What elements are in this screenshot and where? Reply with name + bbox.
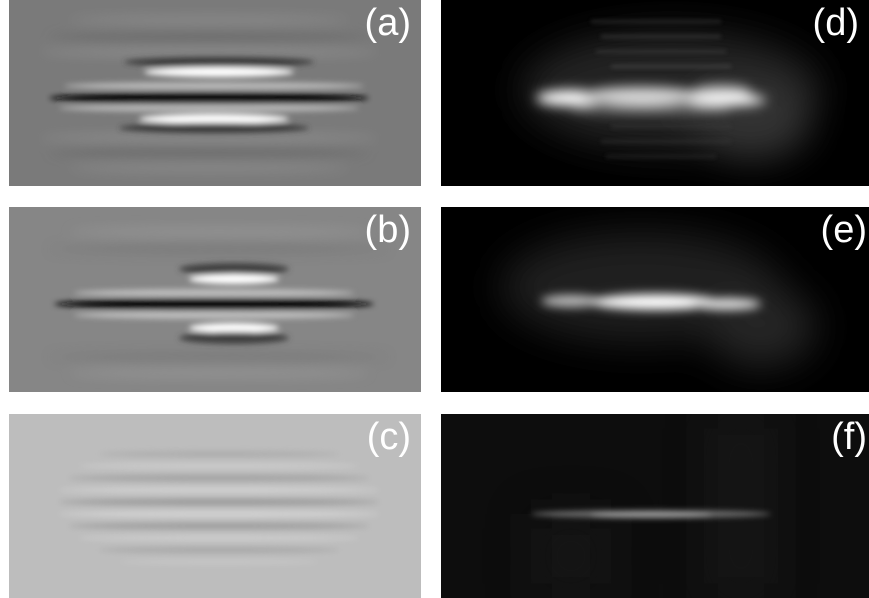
panel-a-image: (a) [9,0,421,186]
panel-c-image: (c) [9,414,421,598]
panel-e-intensity [501,232,816,367]
panel-f-intensity [531,414,771,598]
panel-b-label: (b) [364,209,411,251]
panel-b-image: (b) [9,207,421,392]
panel-d-label: (d) [812,2,859,44]
panel-e-label: (e) [820,209,867,251]
panel-b-fringes [49,228,389,377]
panel-d-image: (d) [441,0,869,186]
panel-f-label: (f) [831,416,867,458]
panel-e-image: (e) [441,207,869,392]
panel-d-intensity [521,20,821,160]
panel-f-image: (f) [441,414,869,598]
panel-a-label: (a) [364,2,411,44]
panel-c-fringes [59,451,379,565]
panel-c-label: (c) [366,416,411,458]
panel-a-fringes [39,16,379,172]
